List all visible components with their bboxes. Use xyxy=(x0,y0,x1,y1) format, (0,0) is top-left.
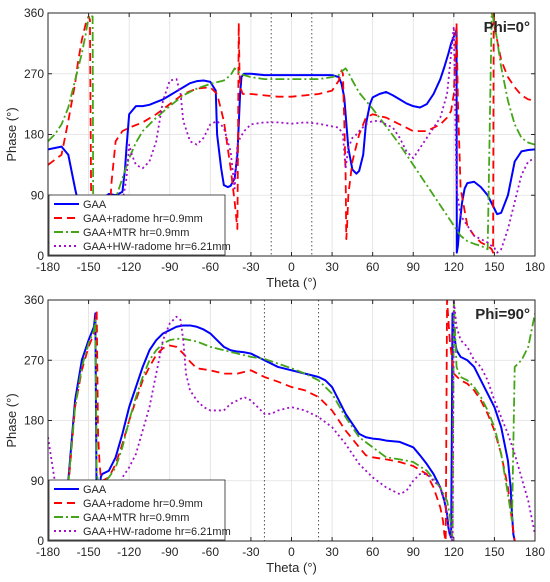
chart1-series-2-line xyxy=(67,300,535,539)
chart0-x-tick-label: 30 xyxy=(325,260,339,274)
chart1-y-tick-label: 90 xyxy=(31,474,45,488)
chart0-legend: GAA GAA+radome hr=0.9mm GAA+MTR hr=0.9mm GA… xyxy=(48,194,231,256)
chart0-y-tick-label: 90 xyxy=(31,188,45,202)
chart0-x-tick-label: -120 xyxy=(117,260,141,274)
chart1-x-tick-label: 120 xyxy=(444,545,464,559)
chart1-legend-label-1: GAA+radome hr=0.9mm xyxy=(83,498,203,510)
chart1-x-tick-label: 60 xyxy=(366,545,380,559)
chart1-legend-label-3: GAA+HW-radome hr=6.21mm xyxy=(83,526,231,538)
chart1-x-tick-label: 150 xyxy=(484,545,504,559)
chart1-x-tick-label: -60 xyxy=(202,545,220,559)
chart0-x-tick-label: -60 xyxy=(202,260,220,274)
chart0-series-0-line xyxy=(48,28,535,254)
chart1-y-tick-label: 0 xyxy=(37,534,44,548)
chart0-x-tick-label: 150 xyxy=(484,260,504,274)
chart1-x-axis-label: Theta (°) xyxy=(266,560,317,575)
chart0-legend-label-2: GAA+MTR hr=0.9mm xyxy=(83,227,189,239)
chart1-x-tick-label: -180 xyxy=(36,545,60,559)
chart0-x-axis-label: Theta (°) xyxy=(266,275,317,290)
chart1-legend-label-2: GAA+MTR hr=0.9mm xyxy=(83,512,189,524)
chart0-x-tick-label: -30 xyxy=(242,260,260,274)
chart0-y-tick-label: 270 xyxy=(24,67,44,81)
chart0-legend-label-1: GAA+radome hr=0.9mm xyxy=(83,213,203,225)
chart1-y-tick-label: 360 xyxy=(24,293,44,307)
chart1-y-tick-label: 180 xyxy=(24,414,44,428)
chart1-x-tick-label: 180 xyxy=(525,545,545,559)
chart0-x-tick-label: 90 xyxy=(407,260,421,274)
chart1-x-tick-label: 30 xyxy=(325,545,339,559)
chart1-x-tick-label: -30 xyxy=(242,545,260,559)
chart0-x-tick-label: 180 xyxy=(525,260,545,274)
chart0-x-tick-label: 60 xyxy=(366,260,380,274)
chart0-y-tick-label: 0 xyxy=(37,249,44,263)
chart0-panel: -180 -150 -120 -90 -60 -30 0 30 60 90 120 150 180 0 90… xyxy=(4,6,545,290)
chart0-series-3-line xyxy=(48,25,535,254)
chart1-x-tick-label: 0 xyxy=(288,545,295,559)
chart0-y-tick-label: 360 xyxy=(24,6,44,20)
chart0-x-tick-label: -90 xyxy=(161,260,179,274)
chart1-x-tick-label: 90 xyxy=(407,545,421,559)
chart1-annotation: Phi=90° xyxy=(475,306,530,323)
chart1-x-tick-label: -120 xyxy=(117,545,141,559)
chart0-y-axis-label: Phase (°) xyxy=(4,107,19,161)
chart0-x-tick-label: -150 xyxy=(77,260,101,274)
chart1-series-group xyxy=(48,300,535,541)
chart1-series-3-line xyxy=(48,300,535,541)
chart0-x-tick-label: 0 xyxy=(288,260,295,274)
chart1-y-tick-label: 270 xyxy=(24,353,44,367)
chart0-legend-label-3: GAA+HW-radome hr=6.21mm xyxy=(83,241,231,253)
chart1-x-tick-label: -90 xyxy=(161,545,179,559)
chart0-y-tick-label: 180 xyxy=(24,128,44,142)
chart1-legend: GAA GAA+radome hr=0.9mm GAA+MTR hr=0.9mm GA… xyxy=(48,479,231,541)
chart0-x-tick-label: -180 xyxy=(36,260,60,274)
chart1-panel: -180 -150 -120 -90 -60 -30 0 30 60 90 120 150 180 0 90… xyxy=(4,293,545,575)
chart0-legend-label-0: GAA xyxy=(83,199,107,211)
chart0-annotation: Phi=0° xyxy=(484,19,530,36)
chart1-y-axis-label: Phase (°) xyxy=(4,393,19,447)
chart0-x-tick-label: 120 xyxy=(444,260,464,274)
chart1-x-tick-label: -150 xyxy=(77,545,101,559)
chart1-legend-label-0: GAA xyxy=(83,484,107,496)
